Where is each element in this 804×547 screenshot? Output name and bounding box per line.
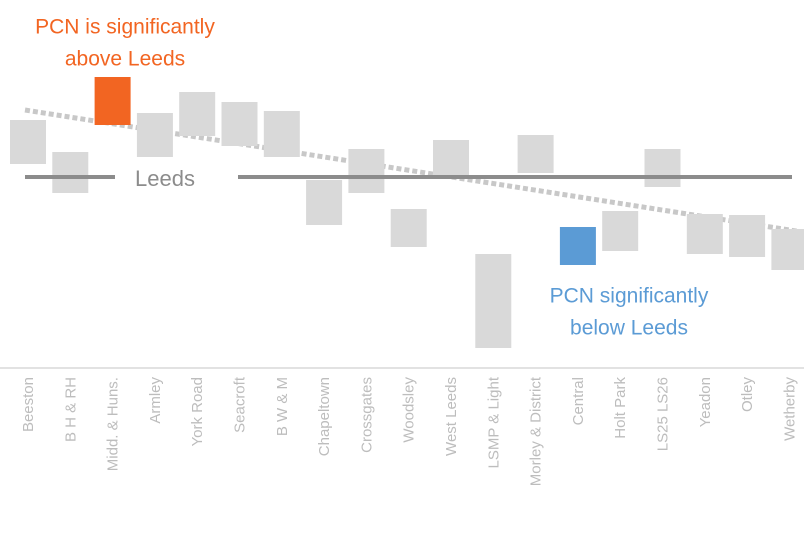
x-tick-label: Woodsley: [401, 377, 418, 443]
x-tick-label: Seacroft: [231, 376, 248, 433]
annotation: above Leeds: [65, 48, 185, 71]
x-tick-label: LS25 LS26: [654, 377, 671, 451]
x-tick-label: Midd. & Huns.: [105, 377, 122, 471]
bar: [559, 227, 596, 265]
bar: [52, 152, 89, 193]
x-tick-label: Chapeltown: [316, 377, 333, 456]
bar: [263, 111, 300, 157]
x-tick-label: B W & M: [274, 377, 291, 436]
x-tick-label: Yeadon: [697, 377, 714, 427]
bar: [686, 214, 723, 254]
bar: [136, 113, 173, 157]
x-tick-label: York Road: [189, 377, 206, 447]
x-tick-label: Central: [570, 377, 587, 425]
leeds-label: Leeds: [135, 166, 195, 191]
bar: [94, 77, 131, 125]
x-tick-label: Holt Park: [612, 377, 629, 439]
x-tick-label: LSMP & Light: [485, 376, 502, 468]
bar: [348, 149, 385, 193]
bar: [517, 135, 554, 173]
x-tick-label: Crossgates: [358, 377, 375, 453]
annotation: below Leeds: [570, 317, 688, 340]
x-tick-label: Armley: [147, 377, 164, 424]
x-tick-label: B H & RH: [62, 377, 79, 442]
annotation: PCN significantly: [550, 285, 709, 308]
annotation: PCN is significantly: [35, 16, 215, 39]
bar: [602, 211, 639, 251]
bar: [729, 215, 766, 257]
bar: [10, 120, 46, 164]
x-tick-label: Wetherby: [781, 377, 798, 441]
bar: [306, 180, 343, 225]
bar: [390, 209, 427, 247]
x-tick-label: Beeston: [20, 377, 37, 432]
bar: [179, 92, 216, 136]
bar: [433, 140, 469, 178]
x-tick-label: Morley & District: [528, 376, 545, 486]
bar: [644, 149, 681, 187]
bar: [475, 254, 512, 348]
bar: [221, 102, 258, 146]
x-tick-label: West Leeds: [443, 377, 460, 456]
x-tick-label: Otley: [739, 377, 756, 413]
bar: [771, 229, 804, 270]
